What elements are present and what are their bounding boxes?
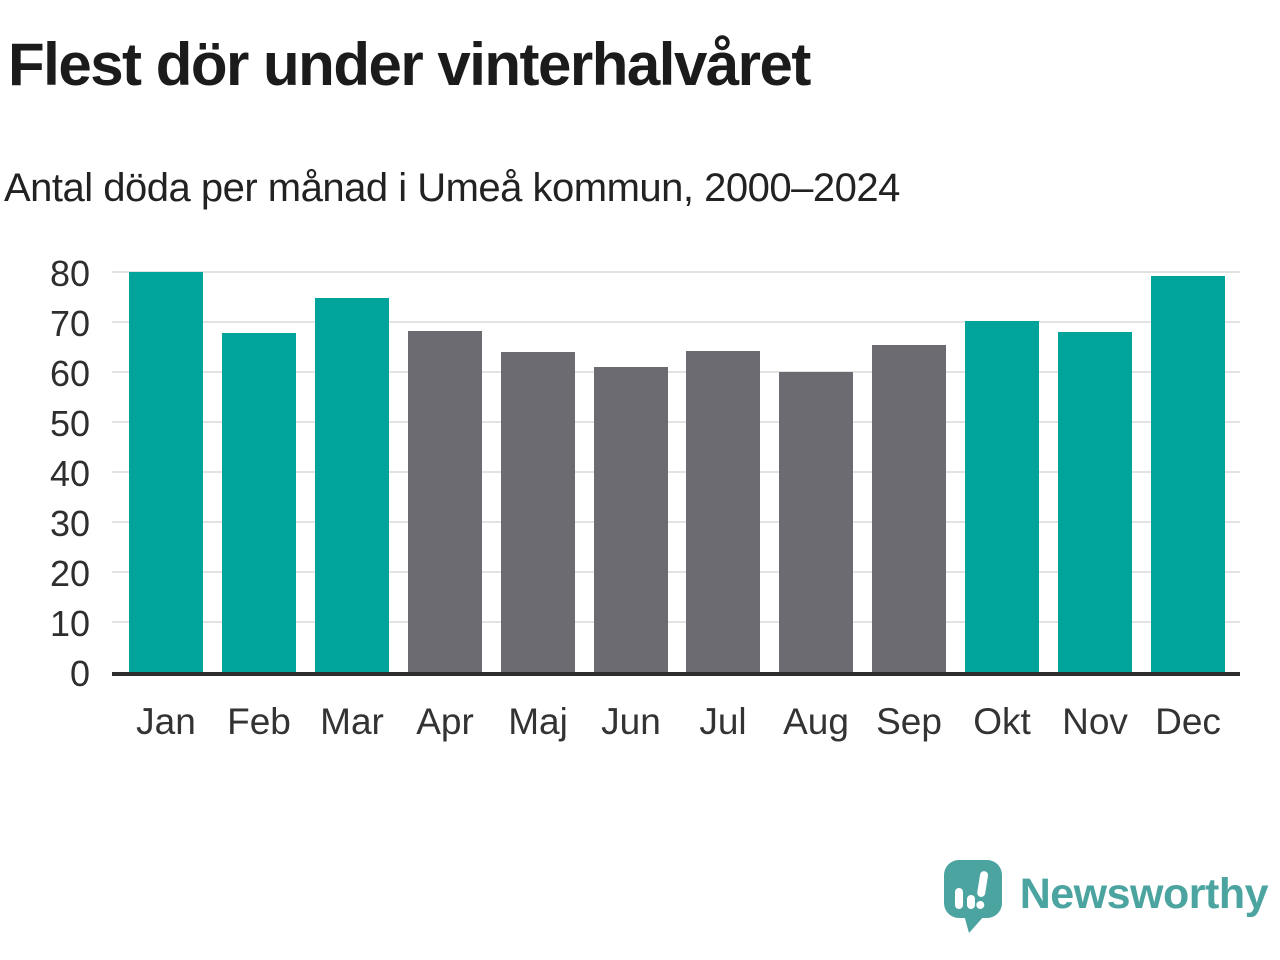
x-tick-label-apr: Apr [416,701,474,742]
x-tick-label-jun: Jun [601,701,661,742]
gridline-70 [112,321,1240,323]
y-tick-label-60: 60 [49,353,90,394]
gridline-20 [112,571,1240,573]
brand-wordmark: Newsworthy [1019,870,1269,918]
plot-area [112,271,1240,676]
bar-feb [222,332,296,672]
bar-nov [1058,332,1132,672]
brand-footer: Newsworthy [942,858,1269,936]
x-tick-label-dec: Dec [1155,701,1221,742]
bar-dec [1151,276,1225,672]
gridline-30 [112,521,1240,523]
bar-sep [872,344,946,672]
x-tick-label-jan: Jan [136,701,196,742]
gridline-40 [112,471,1240,473]
gridline-60 [112,371,1240,373]
bar-jan [129,271,203,672]
gridline-80 [112,271,1240,273]
x-tick-label-feb: Feb [227,701,291,742]
y-tick-label-30: 30 [49,503,90,544]
y-tick-label-10: 10 [49,603,90,644]
bar-okt [965,320,1039,672]
bar-aug [779,372,853,672]
bar-maj [501,352,575,672]
y-tick-label-80: 80 [49,253,90,294]
x-tick-label-sep: Sep [876,701,942,742]
bar-jun [594,367,668,672]
bar-jul [686,350,760,672]
y-tick-label-0: 0 [69,653,90,694]
x-tick-label-okt: Okt [973,701,1031,742]
newsworthy-logo-icon [943,860,1002,933]
x-tick-label-aug: Aug [783,701,849,742]
y-tick-label-70: 70 [49,303,90,344]
gridline-10 [112,621,1240,623]
y-axis-labels: 0 10 20 30 40 50 60 70 80 [0,254,90,694]
y-tick-label-40: 40 [49,453,90,494]
y-tick-label-20: 20 [49,553,90,594]
chart-subtitle: Antal döda per månad i Umeå kommun, 2000… [4,166,900,210]
x-axis-labels: Jan Feb Mar Apr Maj Jun Jul Aug Sep Okt Nov Dec [112,700,1240,750]
y-tick-label-50: 50 [49,403,90,444]
bar-mar [315,298,389,672]
x-tick-label-maj: Maj [508,701,568,742]
gridline-50 [112,421,1240,423]
x-tick-label-mar: Mar [320,701,384,742]
x-tick-label-jul: Jul [699,701,747,742]
x-tick-label-nov: Nov [1062,701,1128,742]
bar-apr [408,330,482,672]
chart-title: Flest dör under vinterhalvåret [8,31,811,98]
